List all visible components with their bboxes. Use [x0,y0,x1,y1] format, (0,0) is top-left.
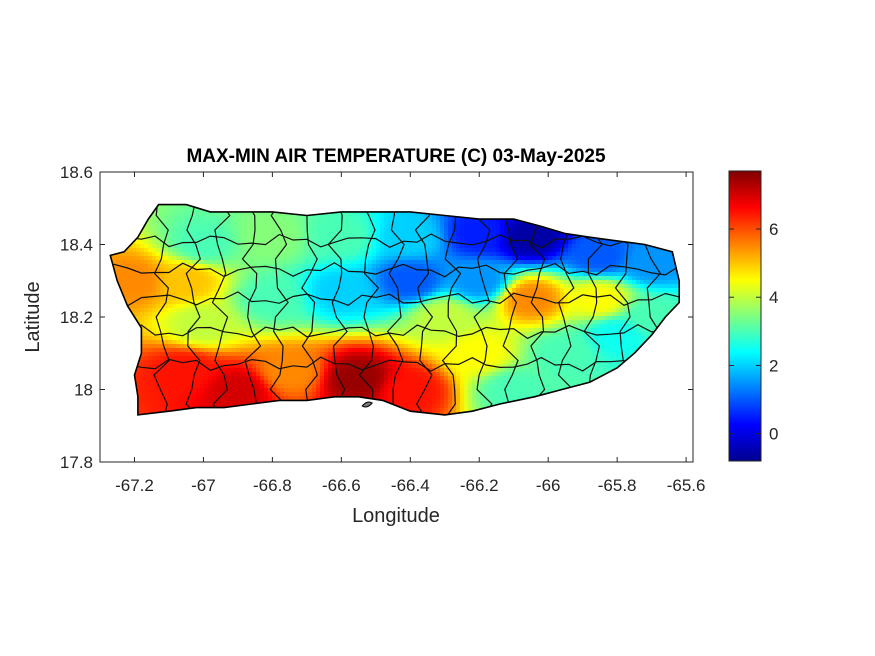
y-tick-label: 18.4 [60,236,93,255]
x-tick-label: -67.2 [115,476,154,495]
x-tick-label: -66.2 [460,476,499,495]
x-tick-label: -67 [191,476,216,495]
colorbar-tick-label: 6 [769,220,778,239]
x-tick-label: -66.6 [322,476,361,495]
x-axis-label: Longitude [352,505,440,527]
x-tick-label: -66.4 [391,476,430,495]
colorbar-tick-label: 0 [769,425,778,444]
small-island [361,401,373,408]
colorbar [729,171,761,461]
x-tick-label: -65.6 [667,476,706,495]
y-tick-label: 17.8 [60,453,93,472]
island-coastline [109,203,680,416]
x-tick-label: -66 [536,476,561,495]
colorbar-tick-label: 2 [769,356,778,375]
y-axis-label: Latitude [22,281,44,352]
x-tick-label: -65.8 [598,476,637,495]
y-axis: 17.8 18 18.2 18.4 18.6 [60,163,693,472]
chart-title: MAX-MIN AIR TEMPERATURE (C) 03-May-2025 [186,146,606,167]
municipality-boundaries [110,204,680,415]
colorbar-ticks: 0 2 4 6 [729,220,778,444]
x-axis: -67.2 -67 -66.8 -66.6 -66.4 -66.2 -66 -65.8 -65.… [115,172,705,495]
x-tick-label: -66.8 [253,476,292,495]
colorbar-tick-label: 4 [769,288,778,307]
y-tick-label: 18 [74,381,93,400]
y-tick-label: 18.6 [60,163,93,182]
y-tick-label: 18.2 [60,308,93,327]
colorbar-frame [728,170,762,462]
